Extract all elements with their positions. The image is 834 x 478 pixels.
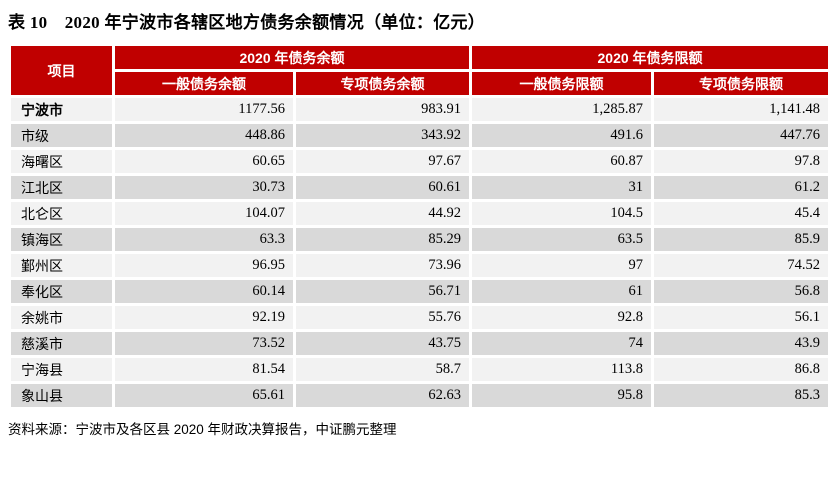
- cell-general-limit: 74: [469, 329, 655, 358]
- table-row: 江北区 30.73 60.61 31 61.2: [8, 173, 832, 202]
- header-row-subcolumns: 一般债务余额 专项债务余额 一般债务限额 专项债务限额: [10, 69, 832, 98]
- col-header-special-limit: 专项债务限额: [651, 69, 832, 98]
- cell-special-balance: 73.96: [292, 251, 473, 280]
- cell-general-balance: 65.61: [112, 381, 296, 410]
- cell-general-limit: 61: [469, 277, 655, 306]
- table-row: 海曙区 60.65 97.67 60.87 97.8: [8, 147, 832, 176]
- cell-general-balance: 96.95: [112, 251, 296, 280]
- cell-general-balance: 60.65: [112, 147, 296, 176]
- cell-special-balance: 85.29: [292, 225, 473, 254]
- row-label: 奉化区: [8, 277, 115, 306]
- cell-general-balance: 81.54: [112, 355, 296, 384]
- source-note: 资料来源：宁波市及各区县 2020 年财政决算报告，中证鹏元整理: [8, 422, 397, 437]
- table-header: 项目 2020 年债务余额 2020 年债务限额 一般债务余额 专项债务余额 一…: [8, 43, 832, 98]
- table-row: 宁海县 81.54 58.7 113.8 86.8: [8, 355, 832, 384]
- cell-special-balance: 62.63: [292, 381, 473, 410]
- col-header-general-balance: 一般债务余额: [112, 69, 296, 98]
- cell-special-limit: 43.9: [651, 329, 832, 358]
- table-row: 市级 448.86 343.92 491.6 447.76: [8, 121, 832, 150]
- cell-special-limit: 61.2: [651, 173, 832, 202]
- cell-general-limit: 95.8: [469, 381, 655, 410]
- cell-special-balance: 43.75: [292, 329, 473, 358]
- cell-general-limit: 63.5: [469, 225, 655, 254]
- cell-general-balance: 63.3: [112, 225, 296, 254]
- cell-general-limit: 113.8: [469, 355, 655, 384]
- cell-general-limit: 97: [469, 251, 655, 280]
- row-label: 北仑区: [8, 199, 115, 228]
- cell-special-balance: 97.67: [292, 147, 473, 176]
- cell-general-balance: 448.86: [112, 121, 296, 150]
- col-header-project: 项目: [8, 43, 115, 98]
- cell-general-limit: 104.5: [469, 199, 655, 228]
- cell-special-balance: 343.92: [292, 121, 473, 150]
- debt-table: 项目 2020 年债务余额 2020 年债务限额 一般债务余额 专项债务余额 一…: [8, 43, 832, 410]
- col-header-special-balance: 专项债务余额: [292, 69, 473, 98]
- row-label: 江北区: [8, 173, 115, 202]
- cell-special-balance: 55.76: [292, 303, 473, 332]
- table-row: 慈溪市 73.52 43.75 74 43.9: [8, 329, 832, 358]
- cell-special-limit: 1,141.48: [651, 95, 832, 124]
- cell-general-balance: 30.73: [112, 173, 296, 202]
- cell-general-balance: 73.52: [112, 329, 296, 358]
- row-label: 象山县: [8, 381, 115, 410]
- cell-special-limit: 85.3: [651, 381, 832, 410]
- table-row: 象山县 65.61 62.63 95.8 85.3: [8, 381, 832, 410]
- cell-special-balance: 58.7: [292, 355, 473, 384]
- cell-general-limit: 60.87: [469, 147, 655, 176]
- row-label: 海曙区: [8, 147, 115, 176]
- table-row: 鄞州区 96.95 73.96 97 74.52: [8, 251, 832, 280]
- table-row: 北仑区 104.07 44.92 104.5 45.4: [8, 199, 832, 228]
- cell-special-limit: 85.9: [651, 225, 832, 254]
- cell-special-limit: 86.8: [651, 355, 832, 384]
- cell-special-limit: 97.8: [651, 147, 832, 176]
- cell-special-balance: 44.92: [292, 199, 473, 228]
- row-label: 镇海区: [8, 225, 115, 254]
- cell-special-limit: 45.4: [651, 199, 832, 228]
- cell-special-limit: 74.52: [651, 251, 832, 280]
- cell-special-limit: 56.8: [651, 277, 832, 306]
- row-label: 鄞州区: [8, 251, 115, 280]
- cell-special-balance: 983.91: [292, 95, 473, 124]
- table-row: 镇海区 63.3 85.29 63.5 85.9: [8, 225, 832, 254]
- row-label: 余姚市: [8, 303, 115, 332]
- cell-special-limit: 447.76: [651, 121, 832, 150]
- cell-general-limit: 1,285.87: [469, 95, 655, 124]
- table-row: 奉化区 60.14 56.71 61 56.8: [8, 277, 832, 306]
- col-header-general-limit: 一般债务限额: [469, 69, 655, 98]
- row-label: 宁海县: [8, 355, 115, 384]
- table-row: 余姚市 92.19 55.76 92.8 56.1: [8, 303, 832, 332]
- group-header-balance-2020: 2020 年债务余额: [111, 43, 473, 72]
- table-title: 表 10 2020 年宁波市各辖区地方债务余额情况（单位：亿元）: [8, 13, 486, 32]
- table-row: 宁波市 1177.56 983.91 1,285.87 1,141.48: [8, 95, 832, 124]
- cell-general-limit: 92.8: [469, 303, 655, 332]
- table-body: 宁波市 1177.56 983.91 1,285.87 1,141.48 市级 448.86…: [8, 95, 832, 410]
- cell-general-balance: 1177.56: [112, 95, 296, 124]
- cell-general-balance: 104.07: [112, 199, 296, 228]
- row-label: 宁波市: [8, 95, 115, 124]
- cell-general-balance: 60.14: [112, 277, 296, 306]
- cell-special-balance: 56.71: [292, 277, 473, 306]
- header-row-groups: 项目 2020 年债务余额 2020 年债务限额: [8, 43, 832, 98]
- cell-special-balance: 60.61: [292, 173, 473, 202]
- cell-general-balance: 92.19: [112, 303, 296, 332]
- cell-general-limit: 491.6: [469, 121, 655, 150]
- row-label: 慈溪市: [8, 329, 115, 358]
- group-header-limit-2020: 2020 年债务限额: [469, 43, 832, 72]
- cell-special-limit: 56.1: [651, 303, 832, 332]
- row-label: 市级: [8, 121, 115, 150]
- cell-general-limit: 31: [469, 173, 655, 202]
